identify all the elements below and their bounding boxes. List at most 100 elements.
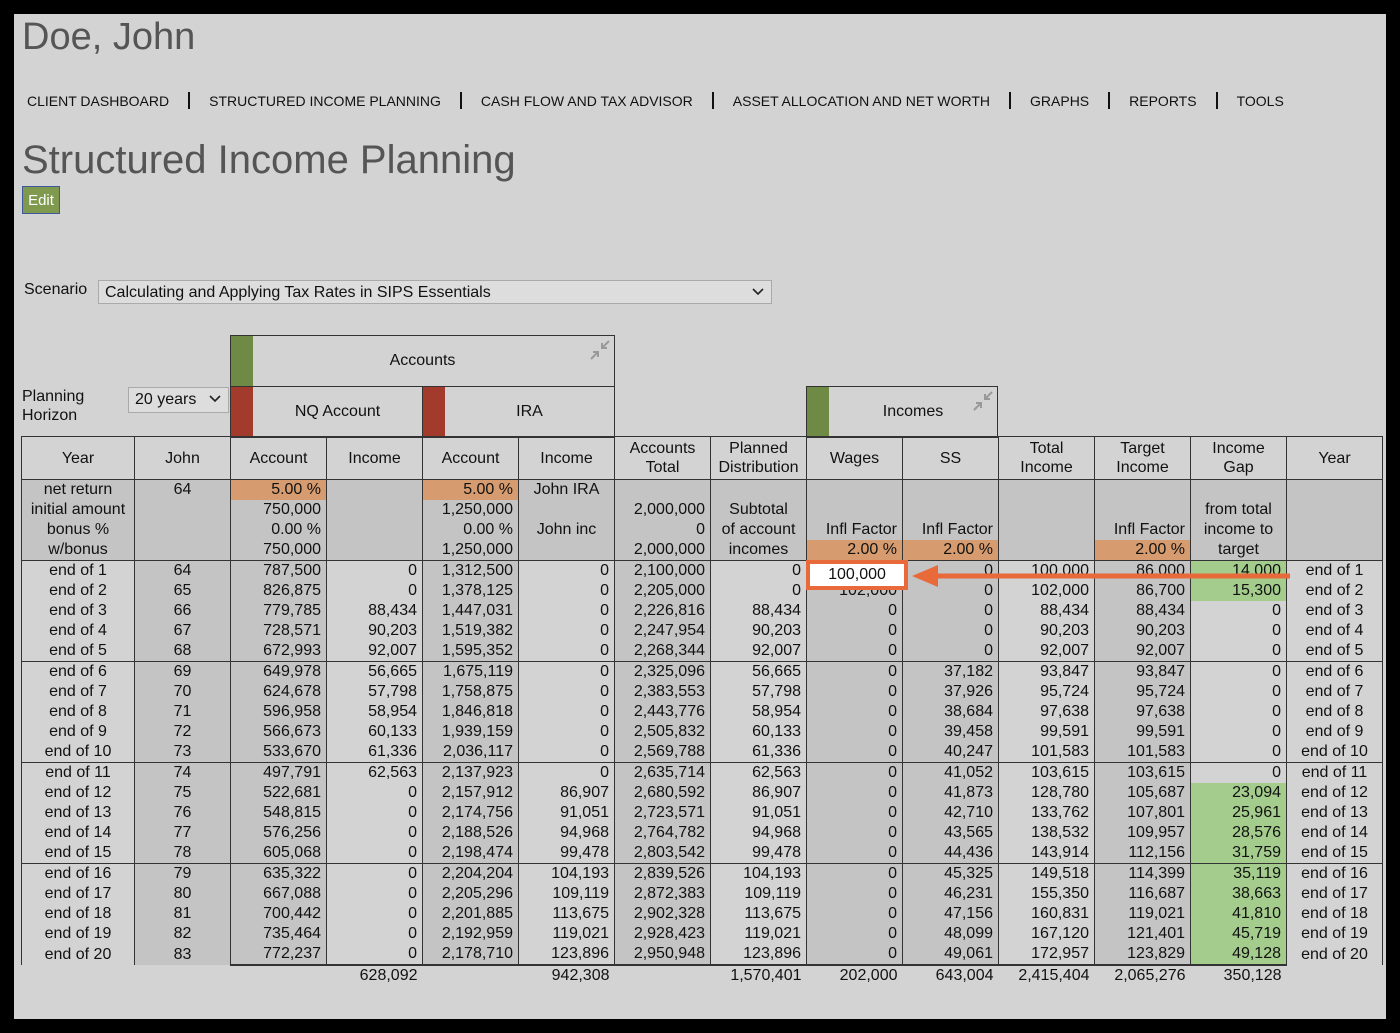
column-header: Accounts Total	[614, 436, 711, 480]
nav-asset-allocation[interactable]: ASSET ALLOCATION AND NET WORTH	[732, 92, 991, 109]
nav-structured-income-planning[interactable]: STRUCTURED INCOME PLANNING	[209, 92, 441, 109]
table-cell: end of 2	[21, 581, 135, 601]
table-cell: 160,831	[998, 904, 1095, 924]
table-cell: end of 7	[1286, 682, 1383, 702]
table-cell: 90,203	[710, 621, 807, 641]
table-row: end of 9 72 566,673 60,133 1,939,159 0 2,505,8…	[21, 722, 1383, 742]
table-row: end of 14 77 576,256 0 2,188,526 94,968 2,764,…	[21, 823, 1383, 843]
table-cell: 58,954	[326, 702, 423, 722]
table-cell: income to	[1190, 520, 1287, 540]
table-cell: 88,434	[998, 601, 1095, 621]
horizon-select[interactable]: 20 years	[128, 387, 229, 413]
table-cell: 2,174,756	[422, 803, 519, 823]
accounts-group-label: Accounts	[389, 352, 456, 369]
table-cell: 41,052	[902, 762, 999, 783]
edit-button[interactable]: Edit	[22, 186, 60, 214]
table-cell: 149,518	[998, 863, 1095, 884]
client-name: Doe, John	[22, 16, 196, 58]
table-cell: end of 2	[1286, 581, 1383, 601]
table-cell: 80	[134, 884, 231, 904]
table-cell: 0	[806, 641, 903, 662]
table-cell[interactable]: 2.00 %	[1094, 540, 1191, 561]
table-cell: 1,758,875	[422, 682, 519, 702]
table-cell: 49,128	[1190, 944, 1287, 966]
table-cell: 66	[134, 601, 231, 621]
table-cell: 0	[326, 803, 423, 823]
table-cell: 86,907	[518, 783, 615, 803]
table-cell: end of 15	[21, 843, 135, 864]
table-cell: 116,687	[1094, 884, 1191, 904]
table-cell: 0	[326, 843, 423, 864]
table-cell: 119,021	[710, 924, 807, 944]
nav-divider	[188, 92, 191, 109]
table-cell: end of 11	[1286, 762, 1383, 783]
nav-reports[interactable]: REPORTS	[1129, 92, 1197, 109]
table-cell: 97,638	[998, 702, 1095, 722]
table-cell[interactable]: 2.00 %	[806, 540, 903, 561]
table-cell: end of 8	[1286, 702, 1383, 722]
table-cell: 61,336	[710, 742, 807, 763]
table-cell: 0	[1190, 661, 1287, 682]
table-cell	[326, 500, 423, 520]
column-header: Account	[230, 436, 327, 480]
incomes-group-label: Incomes	[882, 403, 944, 420]
table-cell: 2,247,954	[614, 621, 711, 641]
table-cell	[1286, 540, 1383, 561]
table-cell: 0	[806, 803, 903, 823]
table-cell[interactable]: 1,250,000	[422, 500, 519, 520]
table-row: end of 6 69 649,978 56,665 1,675,119 0 2,325,0…	[21, 661, 1383, 682]
page: Doe, John CLIENT DASHBOARD STRUCTURED IN…	[14, 14, 1386, 1019]
nav-tools[interactable]: TOOLS	[1236, 92, 1284, 109]
table-cell: end of 18	[21, 904, 135, 924]
table-cell: 826,875	[230, 581, 327, 601]
column-header: Wages	[806, 436, 903, 480]
horizon-label-line1: Planning	[22, 388, 85, 405]
table-cell: 0	[1190, 762, 1287, 783]
table-cell: end of 11	[21, 762, 135, 783]
table-cell: 90,203	[326, 621, 423, 641]
nav-cash-flow-tax-advisor[interactable]: CASH FLOW AND TAX ADVISOR	[480, 92, 693, 109]
table-cell: w/bonus	[21, 540, 135, 561]
table-cell: 77	[134, 823, 231, 843]
nq-color-bar	[231, 387, 253, 437]
table-cell: 0	[326, 823, 423, 843]
table-cell	[326, 479, 423, 500]
table-cell: 0	[518, 641, 615, 662]
nav-graphs[interactable]: GRAPHS	[1030, 92, 1090, 109]
scenario-select[interactable]: Calculating and Applying Tax Rates in SI…	[98, 280, 772, 304]
table-cell: 49,061	[902, 944, 999, 966]
table-cell[interactable]: 2.00 %	[902, 540, 999, 561]
table-cell: 700,442	[230, 904, 327, 924]
table-row: end of 12 75 522,681 0 2,157,912 86,907 2,680,…	[21, 783, 1383, 803]
table-cell: 497,791	[230, 762, 327, 783]
table-cell: 728,571	[230, 621, 327, 641]
column-header: SS	[902, 436, 999, 480]
total-cell	[1287, 965, 1383, 986]
table-cell: end of 9	[21, 722, 135, 742]
table-cell: 0	[1190, 702, 1287, 722]
table-cell[interactable]: 750,000	[230, 500, 327, 520]
table-cell[interactable]: 5.00 %	[230, 479, 327, 500]
table-cell: 0	[326, 581, 423, 601]
table-cell: 0	[326, 944, 423, 966]
table-cell: 133,762	[998, 803, 1095, 823]
table-cell: 62,563	[326, 762, 423, 783]
table-cell: 2,872,383	[614, 884, 711, 904]
table-row: end of 10 73 533,670 61,336 2,036,117 0 2,569,…	[21, 742, 1383, 763]
table-cell: 2,325,096	[614, 661, 711, 682]
table-cell: end of 14	[21, 823, 135, 843]
nav-client-dashboard[interactable]: CLIENT DASHBOARD	[27, 92, 170, 109]
table-cell[interactable]: 0.00 %	[230, 520, 327, 540]
table-cell: 109,119	[710, 884, 807, 904]
table-cell[interactable]: 0.00 %	[422, 520, 519, 540]
table-cell[interactable]: 5.00 %	[422, 479, 519, 500]
table-cell: 0	[806, 823, 903, 843]
table-cell: end of 1	[21, 560, 135, 581]
collapse-icon[interactable]	[588, 338, 612, 362]
table-cell: 1,939,159	[422, 722, 519, 742]
collapse-icon[interactable]	[971, 389, 995, 413]
table-cell: 95,724	[1094, 682, 1191, 702]
table-cell: 57,798	[710, 682, 807, 702]
wages-year1-input-highlight[interactable]: 100,000	[806, 560, 908, 590]
total-cell: 350,128	[1223, 967, 1282, 984]
